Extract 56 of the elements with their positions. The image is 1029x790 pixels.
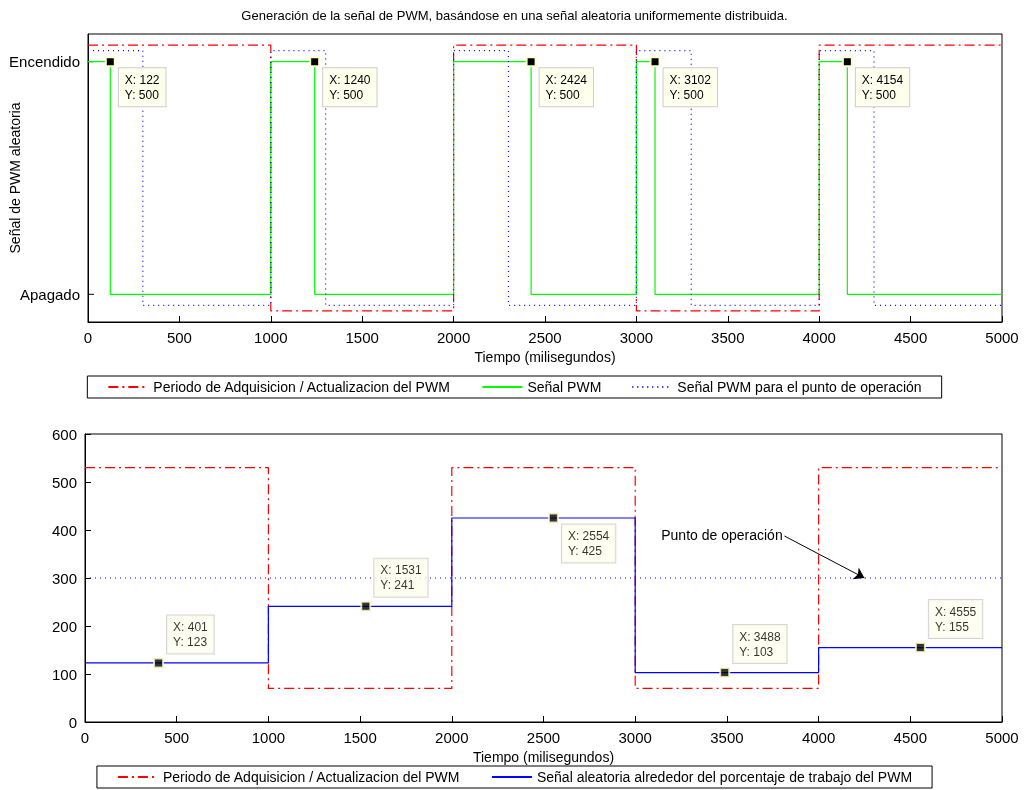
x-axis-title: Tiempo (milisegundos) bbox=[474, 348, 616, 365]
x-tick-label: 2500 bbox=[528, 329, 562, 346]
legend-label: Periodo de Adquisicion / Actualizacion del PWM bbox=[162, 769, 460, 785]
x-tick-label: 2500 bbox=[526, 729, 561, 746]
annotation: X: 1240 Y: 500 bbox=[329, 72, 371, 102]
y-tick-label: 300 bbox=[51, 569, 77, 587]
text: Encendido bbox=[9, 53, 80, 71]
y-tick-label: 100 bbox=[51, 665, 77, 683]
point bbox=[360, 600, 372, 612]
text: Apagado bbox=[19, 285, 80, 303]
data-label: X: 1531 Y: 241 bbox=[380, 563, 422, 593]
point bbox=[547, 512, 559, 524]
x-tick-label: 1500 bbox=[345, 329, 379, 346]
x-tick-label: 4000 bbox=[801, 729, 836, 746]
y-tick-label: 500 bbox=[51, 473, 77, 491]
legend-label: Periodo de Adquisicion / Actualizacion del PWM bbox=[153, 379, 450, 395]
annotation: X: 4154 Y: 500 bbox=[861, 72, 904, 102]
y-axis-title: Señal de PWM aleatoria bbox=[7, 102, 23, 254]
legend-label: Señal PWM para el punto de operación bbox=[677, 379, 922, 395]
x-tick-label: 5000 bbox=[985, 329, 1019, 346]
data-label: X: 401 Y: 123 bbox=[173, 619, 209, 649]
y-tick-label: 600 bbox=[51, 425, 77, 443]
x-tick-label: 0 bbox=[80, 729, 90, 746]
x-tick-label: 1500 bbox=[343, 729, 377, 746]
data-label: X: 4555 Y: 155 bbox=[934, 604, 977, 634]
x-tick-label: 4500 bbox=[893, 729, 927, 746]
chart-title: Generación de la señal de PWM, basándose en una señal aleatoria uniformemente distribuida. bbox=[241, 8, 788, 23]
x-tick-label: 1000 bbox=[251, 729, 286, 746]
x-tick-label: 3500 bbox=[710, 729, 744, 746]
x-tick-label: 5000 bbox=[985, 729, 1019, 746]
annotation: X: 122 Y: 500 bbox=[124, 72, 160, 102]
x-tick-label: 500 bbox=[164, 729, 190, 746]
y-tick-label: 200 bbox=[51, 617, 77, 635]
data-label: X: 2554 Y: 425 bbox=[567, 529, 610, 558]
x-tick-label: 500 bbox=[166, 329, 192, 346]
x-tick-label: 4000 bbox=[802, 329, 836, 346]
point bbox=[153, 657, 165, 669]
point bbox=[719, 667, 731, 679]
x-axis-title: Tiempo (milisegundos) bbox=[472, 748, 615, 765]
x-tick-label: 2000 bbox=[436, 329, 471, 346]
x-tick-label: 3500 bbox=[711, 329, 745, 346]
point bbox=[914, 642, 926, 654]
x-tick-label: 3000 bbox=[619, 329, 654, 346]
x-tick-label: 0 bbox=[83, 329, 93, 346]
annotation: Punto de operación bbox=[661, 527, 783, 544]
annotation: X: 3102 Y: 500 bbox=[669, 72, 712, 102]
legend-label: Señal aleatoria alrededor del porcentaje de trabajo del PWM bbox=[536, 769, 913, 785]
y-tick-label: 0 bbox=[68, 713, 77, 731]
legend-label: Señal PWM bbox=[527, 379, 602, 395]
x-tick-label: 3000 bbox=[618, 729, 652, 746]
annotation: X: 2424 Y: 500 bbox=[545, 72, 588, 102]
data-label: X: 3488 Y: 103 bbox=[739, 629, 781, 659]
x-tick-label: 4500 bbox=[893, 329, 928, 346]
x-tick-label: 1000 bbox=[254, 329, 288, 346]
y-tick-label: 400 bbox=[51, 521, 77, 539]
x-tick-label: 2000 bbox=[435, 729, 469, 746]
